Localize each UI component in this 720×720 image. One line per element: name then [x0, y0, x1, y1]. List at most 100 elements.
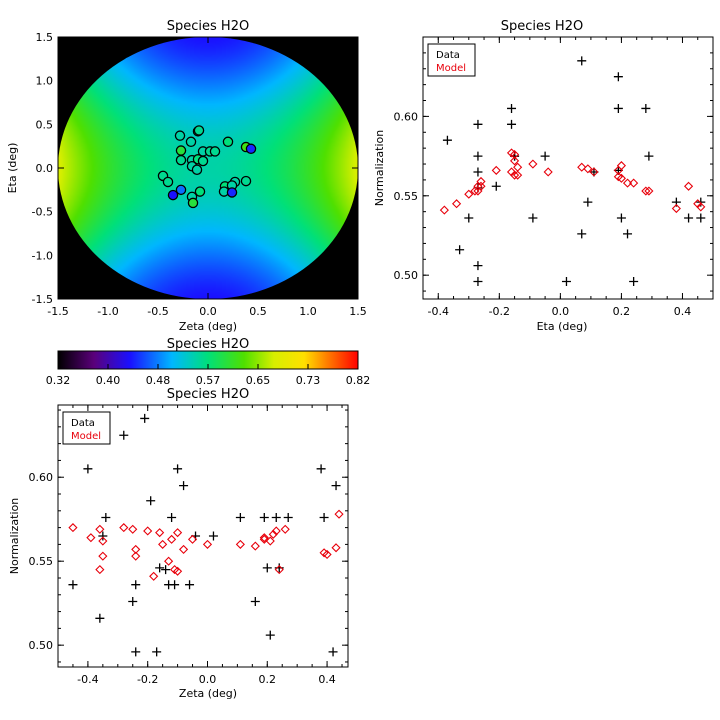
- map-x-tick-label: -0.5: [147, 305, 168, 318]
- zeta-model-point: [259, 533, 269, 543]
- zeta-data-point: [83, 464, 93, 474]
- eta-data-point: [616, 213, 626, 223]
- map-point: [245, 143, 257, 155]
- zeta-model-point: [95, 524, 105, 534]
- zeta-y-tick-label: 0.50: [29, 639, 54, 652]
- colorbar-tick-label: 0.65: [246, 374, 271, 387]
- eta-data-point: [561, 277, 571, 287]
- eta-data-point: [464, 213, 474, 223]
- map-x-label: Zeta (deg): [179, 320, 237, 333]
- map-y-tick-label: 1.5: [36, 31, 54, 44]
- map-point: [222, 136, 234, 148]
- map-y-tick-label: 1.0: [36, 75, 54, 88]
- eta-data-point: [473, 277, 483, 287]
- zeta-data-point: [131, 580, 141, 590]
- eta-y-tick-label: 0.50: [394, 269, 419, 282]
- zeta-model-point: [86, 533, 96, 543]
- zeta-data-point: [167, 513, 177, 523]
- map-x-tick-label: 1.5: [349, 305, 367, 318]
- colorbar-panel: Species H2O 0.32 0.40 0.48 0.57 0.65 0.73 0.82: [46, 337, 371, 387]
- zeta-model-point: [178, 544, 189, 555]
- map-y-label: Eta (deg): [6, 143, 19, 194]
- eta-x-tick-label: 0.4: [674, 305, 692, 318]
- zeta-model-point: [173, 528, 183, 538]
- zeta-data-point: [155, 563, 165, 573]
- colorbar-ticks: 0.32 0.40 0.48 0.57 0.65 0.73 0.82: [46, 364, 371, 387]
- zeta-model-point: [271, 526, 281, 536]
- eta-legend-data: Data: [436, 50, 460, 61]
- colorbar-tick-label: 0.40: [96, 374, 121, 387]
- map-point: [209, 146, 221, 157]
- zeta-data-point: [185, 580, 195, 590]
- zeta-model-point: [131, 544, 141, 555]
- map-data-points: [157, 125, 257, 209]
- eta-model-point: [616, 173, 626, 183]
- eta-data-point: [491, 181, 501, 191]
- eta-x-tick-label: -0.2: [489, 305, 510, 318]
- map-point: [167, 189, 179, 201]
- model-field-heatmap: [58, 37, 358, 299]
- colorbar-tick-label: 0.73: [296, 374, 321, 387]
- map-y-tick-label: 0.5: [36, 118, 54, 131]
- eta-data-point: [540, 151, 550, 161]
- eta-data-point: [583, 197, 593, 207]
- zeta-model-point: [202, 539, 213, 549]
- zeta-data-point: [101, 513, 111, 523]
- zeta-title: Species H2O: [167, 387, 249, 402]
- map-y-tick-label: -1.0: [32, 249, 53, 262]
- zeta-model-point: [331, 543, 341, 553]
- eta-data-point: [577, 229, 587, 239]
- zeta-model-point: [131, 551, 141, 561]
- zeta-data-point: [161, 565, 171, 575]
- eta-model-point: [510, 156, 520, 166]
- eta-data-point: [507, 119, 517, 129]
- map-point: [197, 155, 209, 167]
- map-point: [185, 136, 197, 148]
- eta-model-point: [439, 205, 449, 215]
- eta-model-point: [528, 159, 538, 169]
- zeta-y-tick-label: 0.55: [29, 555, 54, 568]
- map-x-tick-label: -1.5: [47, 305, 68, 318]
- eta-data-point: [473, 119, 483, 129]
- zeta-model-point: [268, 529, 278, 539]
- zeta-model-point: [143, 526, 153, 536]
- map-panel: Species H2O -1.5 -1.0 -0.5 0.0 0.5 1.0 1.5 -1.…: [6, 19, 367, 333]
- zeta-model-point: [164, 556, 174, 566]
- zeta-model-point: [235, 539, 245, 549]
- eta-model-point: [464, 189, 474, 199]
- map-y-tick-label: -1.5: [32, 293, 53, 306]
- zeta-model-point: [167, 534, 177, 544]
- eta-data-point: [507, 103, 517, 113]
- zeta-model-point: [128, 524, 138, 534]
- colorbar-tick-label: 0.48: [146, 374, 171, 387]
- eta-data-point: [473, 261, 483, 271]
- colorbar-tick-label: 0.82: [346, 374, 371, 387]
- eta-data-point: [473, 167, 483, 177]
- eta-model-point: [641, 186, 651, 196]
- zeta-data-point: [119, 430, 129, 440]
- map-point: [194, 186, 206, 197]
- zeta-data-point: [208, 531, 218, 541]
- zeta-legend-data: Data: [71, 418, 95, 429]
- eta-model-point: [577, 162, 587, 172]
- zeta-data-point: [179, 481, 189, 491]
- map-point: [174, 130, 186, 141]
- colorbar-tick-label: 0.32: [46, 374, 71, 387]
- zeta-model-point: [259, 534, 269, 544]
- map-x-tick-label: 0.0: [199, 305, 217, 318]
- zeta-x-tick-label: -0.2: [137, 673, 158, 686]
- zeta-data-point: [262, 563, 272, 573]
- zeta-data-point: [68, 580, 78, 590]
- zeta-model-point: [265, 536, 275, 546]
- zeta-x-label: Zeta (deg): [179, 687, 237, 700]
- eta-data-point: [442, 135, 452, 145]
- eta-y-tick-label: 0.60: [394, 110, 419, 123]
- zeta-data-point: [259, 513, 269, 523]
- zeta-data-point: [128, 597, 138, 606]
- zeta-x-tick-label: 0.2: [259, 673, 277, 686]
- eta-model-point: [589, 167, 599, 177]
- zeta-model-point: [149, 571, 159, 581]
- eta-model-point: [671, 203, 681, 214]
- eta-x-label: Eta (deg): [537, 320, 588, 333]
- eta-legend-box: [427, 43, 476, 77]
